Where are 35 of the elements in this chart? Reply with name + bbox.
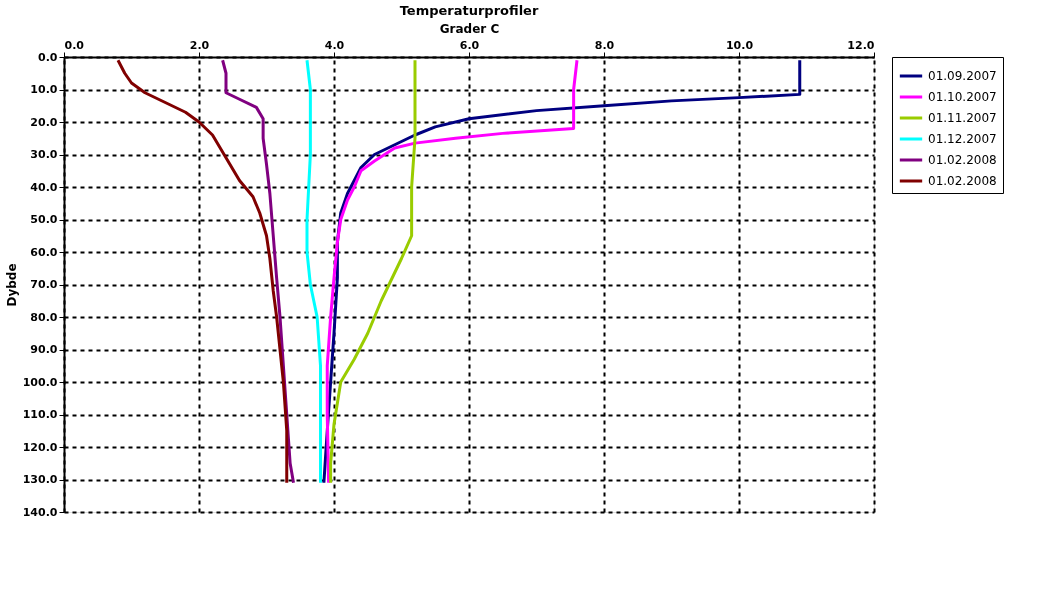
legend-label: 01.02.2008 bbox=[928, 174, 997, 188]
y-tick-label: 110.0 bbox=[22, 408, 58, 421]
y-tick-label: 130.0 bbox=[22, 473, 58, 486]
y-tick-label: 10.0 bbox=[30, 83, 58, 96]
legend-label: 01.10.2007 bbox=[928, 90, 997, 104]
x-tick-label: 2.0 bbox=[189, 38, 210, 52]
line-series bbox=[325, 58, 579, 485]
legend-label: 01.09.2007 bbox=[928, 69, 997, 83]
legend-label: 01.11.2007 bbox=[928, 111, 997, 125]
y-tick-label: 100.0 bbox=[22, 375, 58, 389]
y-tick-label: 80.0 bbox=[30, 310, 58, 324]
y-tick-label: 120.0 bbox=[22, 440, 58, 454]
y-tick-label: 20.0 bbox=[30, 115, 58, 129]
y-tick-label: 70.0 bbox=[30, 278, 58, 291]
x-axis-title: Grader C bbox=[439, 21, 500, 36]
x-tick-label: 12.0 bbox=[847, 38, 875, 52]
y-tick-label: 90.0 bbox=[30, 343, 58, 356]
line-series bbox=[116, 58, 289, 485]
y-tick-label: 30.0 bbox=[30, 148, 58, 161]
x-tick-label: 0.0 bbox=[64, 38, 85, 52]
y-tick-label: 0.0 bbox=[38, 50, 58, 64]
x-tick-label: 8.0 bbox=[594, 38, 615, 52]
legend-label: 01.02.2008 bbox=[928, 153, 997, 167]
x-tick-label: 6.0 bbox=[459, 38, 480, 52]
y-axis-title: Dybde bbox=[4, 263, 19, 307]
legend-label: 01.12.2007 bbox=[928, 132, 997, 146]
y-tick-label: 50.0 bbox=[30, 213, 58, 226]
y-tick-label: 40.0 bbox=[30, 180, 58, 194]
line-series bbox=[305, 58, 322, 485]
y-tick-label: 140.0 bbox=[22, 505, 58, 519]
chart-title: Temperaturprofiler bbox=[399, 3, 539, 18]
x-tick-label: 10.0 bbox=[725, 38, 754, 52]
line-series bbox=[329, 58, 417, 485]
y-tick-label: 60.0 bbox=[30, 245, 58, 259]
x-tick-label: 4.0 bbox=[324, 38, 345, 52]
